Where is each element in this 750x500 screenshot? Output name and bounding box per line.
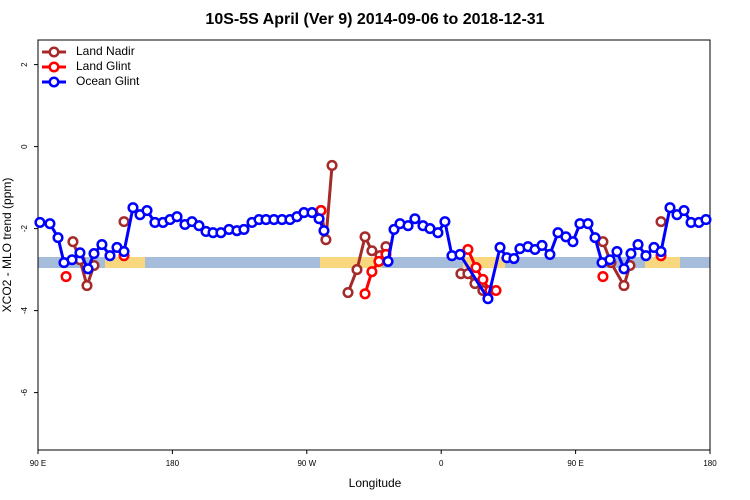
point [618,263,630,275]
legend-swatch-marker [48,76,60,88]
point [44,218,56,230]
point [104,250,116,262]
x-tick-label: 90 E [30,459,46,468]
point [74,247,86,259]
point [313,213,325,225]
point [604,254,616,266]
point [359,288,371,300]
point [351,264,363,276]
point [402,220,414,232]
point [462,243,474,256]
point [320,234,332,246]
x-tick-label: 0 [439,459,444,468]
point [318,225,330,237]
x-tick-label: 90 W [297,459,316,468]
point [494,241,506,254]
point [306,207,318,219]
point [193,220,205,232]
point [326,159,338,172]
point [342,287,354,299]
point [544,248,556,260]
point [655,216,667,228]
point [589,232,601,244]
point [432,227,444,239]
point [96,239,108,251]
point [470,262,482,274]
point [60,271,72,283]
point [490,284,502,297]
point [81,280,93,292]
point [582,218,594,230]
point [141,205,153,217]
legend-swatch-marker [48,46,60,58]
y-tick-label: -4 [20,306,29,314]
point [482,293,494,305]
legend-label: Land Nadir [76,44,135,58]
point [52,232,64,244]
x-axis-label: Longitude [349,476,402,490]
point [477,273,489,285]
point [618,280,630,292]
legend-swatch-marker [48,61,60,73]
point [655,246,667,258]
y-tick-label: -2 [20,224,29,232]
point [611,246,623,258]
point [238,223,250,235]
point [508,252,520,265]
point [632,239,644,251]
point [171,211,183,223]
point [366,245,378,257]
y-tick-label: 0 [20,144,29,149]
point [454,248,466,260]
point [597,271,609,283]
point [439,216,451,228]
point [67,236,79,248]
point [88,248,100,260]
point [664,202,676,214]
point [366,266,378,278]
point [127,202,139,214]
point [560,231,572,243]
point [678,205,690,217]
point [118,216,130,228]
point [82,263,94,275]
point [640,250,652,262]
y-tick-label: -6 [20,388,29,396]
legend-label: Land Glint [76,59,131,73]
point [536,239,548,251]
point [382,255,394,267]
plot-frame [37,39,711,451]
x-tick-label: 180 [166,459,180,468]
point [700,214,712,226]
point [625,248,637,260]
point [567,236,579,248]
legend-label: Ocean Glint [76,74,140,88]
chart-title: 10S-5S April (Ver 9) 2014-09-06 to 2018-… [205,11,544,28]
point [373,255,385,267]
point [118,246,130,258]
y-tick-label: 2 [20,62,29,67]
point [34,216,46,228]
point [66,254,78,266]
x-tick-label: 180 [703,459,717,468]
y-axis-label: XCO2 - MLO trend (ppm) [0,178,14,313]
point [359,231,371,243]
x-tick-label: 90 E [567,459,583,468]
point [409,213,421,225]
